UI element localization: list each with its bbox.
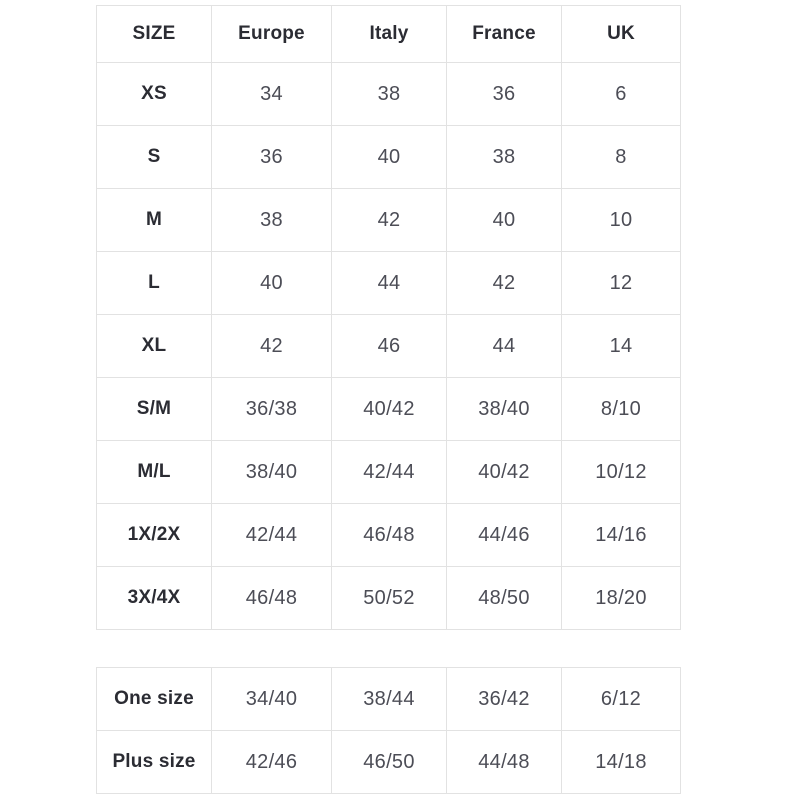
uk-value: 6 — [561, 62, 681, 126]
size-label: S — [96, 125, 212, 189]
france-value: 40 — [446, 188, 562, 252]
special-sizes-table: One size 34/40 38/44 36/42 6/12 Plus siz… — [96, 667, 681, 794]
table-header-row: SIZE Europe Italy France UK — [96, 5, 681, 63]
size-label: 3X/4X — [96, 566, 212, 630]
column-header-france: France — [446, 5, 562, 63]
size-label: Plus size — [96, 730, 212, 794]
uk-value: 8 — [561, 125, 681, 189]
france-value: 38/40 — [446, 377, 562, 441]
europe-value: 36/38 — [211, 377, 332, 441]
size-label: S/M — [96, 377, 212, 441]
table-row-s: S 36 40 38 8 — [96, 125, 681, 189]
table-row-m: M 38 42 40 10 — [96, 188, 681, 252]
italy-value: 46/50 — [331, 730, 447, 794]
table-row-xl: XL 42 46 44 14 — [96, 314, 681, 378]
column-header-europe: Europe — [211, 5, 332, 63]
france-value: 40/42 — [446, 440, 562, 504]
europe-value: 46/48 — [211, 566, 332, 630]
italy-value: 44 — [331, 251, 447, 315]
size-label: XS — [96, 62, 212, 126]
table-row-one-size: One size 34/40 38/44 36/42 6/12 — [96, 667, 681, 731]
italy-value: 50/52 — [331, 566, 447, 630]
size-label: L — [96, 251, 212, 315]
france-value: 48/50 — [446, 566, 562, 630]
size-label: M — [96, 188, 212, 252]
europe-value: 40 — [211, 251, 332, 315]
europe-value: 38 — [211, 188, 332, 252]
italy-value: 38/44 — [331, 667, 447, 731]
france-value: 36 — [446, 62, 562, 126]
france-value: 36/42 — [446, 667, 562, 731]
france-value: 38 — [446, 125, 562, 189]
italy-value: 46/48 — [331, 503, 447, 567]
italy-value: 40 — [331, 125, 447, 189]
uk-value: 14 — [561, 314, 681, 378]
table-row-sm: S/M 36/38 40/42 38/40 8/10 — [96, 377, 681, 441]
table-row-xs: XS 34 38 36 6 — [96, 62, 681, 126]
column-header-size: SIZE — [96, 5, 212, 63]
europe-value: 42 — [211, 314, 332, 378]
italy-value: 38 — [331, 62, 447, 126]
europe-value: 34/40 — [211, 667, 332, 731]
uk-value: 8/10 — [561, 377, 681, 441]
table-row-1x2x: 1X/2X 42/44 46/48 44/46 14/16 — [96, 503, 681, 567]
italy-value: 42 — [331, 188, 447, 252]
size-label: XL — [96, 314, 212, 378]
europe-value: 42/46 — [211, 730, 332, 794]
italy-value: 46 — [331, 314, 447, 378]
uk-value: 10/12 — [561, 440, 681, 504]
uk-value: 18/20 — [561, 566, 681, 630]
size-conversion-table: SIZE Europe Italy France UK XS 34 38 36 … — [96, 5, 681, 630]
column-header-uk: UK — [561, 5, 681, 63]
size-label: 1X/2X — [96, 503, 212, 567]
italy-value: 42/44 — [331, 440, 447, 504]
uk-value: 12 — [561, 251, 681, 315]
europe-value: 34 — [211, 62, 332, 126]
italy-value: 40/42 — [331, 377, 447, 441]
column-header-italy: Italy — [331, 5, 447, 63]
france-value: 44/46 — [446, 503, 562, 567]
table-row-3x4x: 3X/4X 46/48 50/52 48/50 18/20 — [96, 566, 681, 630]
size-label: M/L — [96, 440, 212, 504]
uk-value: 14/16 — [561, 503, 681, 567]
europe-value: 42/44 — [211, 503, 332, 567]
table-row-ml: M/L 38/40 42/44 40/42 10/12 — [96, 440, 681, 504]
uk-value: 10 — [561, 188, 681, 252]
uk-value: 6/12 — [561, 667, 681, 731]
size-label: One size — [96, 667, 212, 731]
europe-value: 36 — [211, 125, 332, 189]
table-row-plus-size: Plus size 42/46 46/50 44/48 14/18 — [96, 730, 681, 794]
table-row-l: L 40 44 42 12 — [96, 251, 681, 315]
france-value: 44/48 — [446, 730, 562, 794]
france-value: 42 — [446, 251, 562, 315]
france-value: 44 — [446, 314, 562, 378]
europe-value: 38/40 — [211, 440, 332, 504]
uk-value: 14/18 — [561, 730, 681, 794]
